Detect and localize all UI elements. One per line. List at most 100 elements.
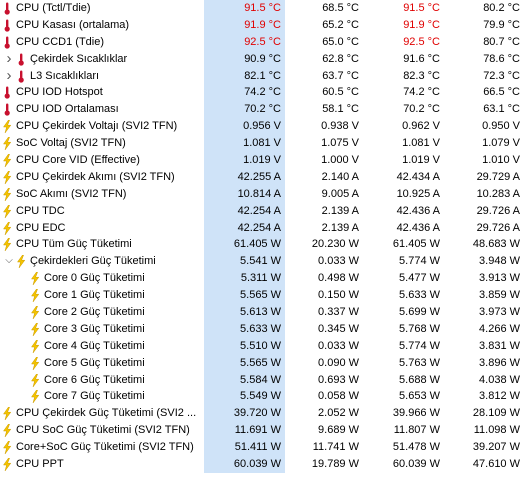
- current-value: 5.510 W: [204, 337, 285, 355]
- max-value: 5.633 W: [399, 289, 440, 302]
- sensor-name-cell: Core 0 Güç Tüketimi: [0, 270, 204, 287]
- sensor-row[interactable]: CPU SoC Güç Tüketimi (SVI2 TFN) 11.691 W 9…: [0, 422, 531, 440]
- current-value: 51.411 W: [204, 439, 285, 457]
- sensor-row[interactable]: CPU Tüm Güç Tüketimi 61.405 W 20.230 W 61.4…: [0, 236, 531, 254]
- sensor-row[interactable]: Core 7 Güç Tüketimi 5.549 W 0.058 W 5.653 W…: [0, 388, 531, 406]
- sensor-row[interactable]: CPU IOD Ortalaması 70.2 °C 58.1 °C 70.2 °C 6…: [0, 101, 531, 119]
- sensor-name-cell: CPU Çekirdek Akımı (SVI2 TFN): [0, 169, 204, 186]
- sensor-row[interactable]: Core 1 Güç Tüketimi 5.565 W 0.150 W 5.633 W…: [0, 287, 531, 305]
- sensor-label: CPU (Tctl/Tdie): [16, 2, 91, 14]
- sensor-name-cell: CPU Core VID (Effective): [0, 152, 204, 169]
- thermometer-icon: [16, 53, 26, 66]
- max-value: 5.688 W: [399, 373, 440, 386]
- sensor-row[interactable]: › L3 Sıcaklıkları 82.1 °C 63.7 °C 82.3 °C 72.…: [0, 67, 531, 85]
- sensor-row[interactable]: Core 2 Güç Tüketimi 5.613 W 0.337 W 5.699 W…: [0, 304, 531, 321]
- max-value: 42.436 A: [396, 204, 440, 217]
- lightning-icon: [30, 305, 40, 320]
- sensor-name-cell: CPU (Tctl/Tdie): [0, 0, 204, 17]
- lightning-icon: [30, 373, 40, 387]
- sensor-name-cell: CPU Çekirdek Voltajı (SVI2 TFN): [0, 118, 204, 135]
- sensor-row[interactable]: Core 4 Güç Tüketimi 5.510 W 0.033 W 5.774 W…: [0, 337, 531, 355]
- sensor-row[interactable]: CPU Kasası (ortalama) 91.9 °C 65.2 °C 91.9 …: [0, 16, 531, 34]
- sensor-name-cell: Core 1 Güç Tüketimi: [0, 287, 204, 304]
- lightning-icon: [2, 457, 12, 472]
- sensor-name-cell: Core+SoC Güç Tüketimi (SVI2 TFN): [0, 439, 204, 456]
- min-value: 1.075 V: [321, 137, 359, 150]
- sensor-label: CPU IOD Hotspot: [16, 86, 103, 99]
- min-value: 2.140 A: [321, 170, 359, 183]
- sensor-row[interactable]: SoC Akımı (SVI2 TFN) 10.814 A 9.005 A 10.92…: [0, 185, 531, 203]
- min-value: 65.2 °C: [322, 18, 359, 31]
- min-value: 60.5 °C: [322, 86, 359, 99]
- sensor-row[interactable]: › Çekirdek Sıcaklıklar 90.9 °C 62.8 °C 91.6 …: [0, 50, 531, 68]
- chevron-right-icon[interactable]: ›: [6, 50, 12, 67]
- lightning-icon: [2, 204, 12, 218]
- sensor-label: CPU EDC: [16, 221, 66, 234]
- sensor-label: SoC Akımı (SVI2 TFN): [16, 187, 127, 200]
- sensor-row[interactable]: CPU Çekirdek Voltajı (SVI2 TFN) 0.956 V 0.…: [0, 118, 531, 136]
- sensor-row[interactable]: CPU Core VID (Effective) 1.019 V 1.000 V 1.…: [0, 152, 531, 169]
- max-value: 5.763 W: [399, 356, 440, 369]
- min-value: 0.150 W: [318, 289, 359, 302]
- sensor-label: CPU CCD1 (Tdie): [16, 35, 105, 48]
- sensor-row[interactable]: Core+SoC Güç Tüketimi (SVI2 TFN) 51.411 W…: [0, 439, 531, 457]
- min-value: 20.230 W: [311, 238, 359, 251]
- min-value: 11.741 W: [312, 441, 359, 454]
- lightning-icon: [2, 440, 12, 455]
- sensor-row[interactable]: CPU Çekirdek Akımı (SVI2 TFN) 42.255 A 2.1…: [0, 168, 531, 186]
- sensor-row[interactable]: CPU IOD Hotspot 74.2 °C 60.5 °C 74.2 °C 66.5…: [0, 84, 531, 102]
- max-value: 5.774 W: [399, 255, 440, 268]
- current-value: 5.584 W: [204, 371, 285, 389]
- max-value: 70.2 °C: [403, 103, 440, 116]
- sensor-row[interactable]: Core 5 Güç Tüketimi 5.565 W 0.090 W 5.763 W…: [0, 354, 531, 372]
- average-value: 78.6 °C: [483, 52, 520, 65]
- average-value: 4.266 W: [479, 322, 520, 335]
- current-value: 5.541 W: [204, 253, 285, 271]
- min-value: 65.0 °C: [322, 35, 359, 48]
- sensor-label: Core 2 Güç Tüketimi: [44, 306, 145, 319]
- average-value: 63.1 °C: [483, 103, 520, 116]
- average-value: 28.109 W: [472, 407, 520, 420]
- sensor-row[interactable]: CPU Çekirdek Güç Tüketimi (SVI2 ... 39.72…: [0, 405, 531, 423]
- average-value: 72.3 °C: [483, 69, 520, 82]
- sensor-row[interactable]: CPU (Tctl/Tdie) 91.5 °C 68.5 °C 91.5 °C 80.2…: [0, 0, 531, 17]
- average-value: 4.038 W: [479, 373, 520, 386]
- sensor-row[interactable]: CPU CCD1 (Tdie) 92.5 °C 65.0 °C 92.5 °C 80.7…: [0, 33, 531, 51]
- current-value: 92.5 °C: [204, 33, 285, 51]
- sensor-label: CPU Core VID (Effective): [16, 154, 140, 167]
- sensor-name-cell: CPU CCD1 (Tdie): [0, 34, 204, 51]
- sensor-name-cell: › L3 Sıcaklıkları: [0, 68, 204, 85]
- max-value: 42.436 A: [396, 221, 440, 234]
- min-value: 0.498 W: [318, 272, 359, 285]
- sensor-label: CPU Kasası (ortalama): [16, 18, 130, 31]
- min-value: 0.058 W: [318, 390, 359, 403]
- min-value: 0.337 W: [318, 306, 359, 319]
- sensor-label: CPU Çekirdek Güç Tüketimi (SVI2 ...: [16, 407, 197, 420]
- sensor-row[interactable]: CPU EDC 42.254 A 2.139 A 42.436 A 29.726 A: [0, 219, 531, 237]
- lightning-icon: [2, 153, 12, 168]
- sensor-name-cell: › Çekirdek Sıcaklıklar: [0, 51, 204, 68]
- current-value: 5.613 W: [204, 304, 285, 321]
- min-value: 68.5 °C: [322, 2, 359, 14]
- sensor-row[interactable]: SoC Voltaj (SVI2 TFN) 1.081 V 1.075 V 1.081…: [0, 135, 531, 153]
- current-value: 5.565 W: [204, 287, 285, 305]
- current-value: 1.081 V: [204, 135, 285, 153]
- lightning-icon: [30, 390, 40, 404]
- sensor-row[interactable]: Core 3 Güç Tüketimi 5.633 W 0.345 W 5.768 W…: [0, 320, 531, 338]
- sensor-row[interactable]: Core 0 Güç Tüketimi 5.311 W 0.498 W 5.477 W…: [0, 270, 531, 288]
- sensor-label: CPU PPT: [16, 458, 64, 471]
- sensor-name-cell: Core 5 Güç Tüketimi: [0, 355, 204, 372]
- average-value: 10.283 A: [476, 187, 520, 200]
- sensor-label: Core+SoC Güç Tüketimi (SVI2 TFN): [16, 441, 194, 454]
- sensor-row[interactable]: ⌵ Çekirdekleri Güç Tüketimi 5.541 W 0.033 W…: [0, 253, 531, 271]
- sensor-label: SoC Voltaj (SVI2 TFN): [16, 137, 126, 150]
- chevron-down-icon[interactable]: ⌵: [5, 255, 13, 267]
- thermometer-icon: [2, 2, 12, 15]
- sensor-row[interactable]: Core 6 Güç Tüketimi 5.584 W 0.693 W 5.688 W…: [0, 371, 531, 389]
- min-value: 0.345 W: [318, 322, 359, 335]
- max-value: 10.925 A: [396, 187, 440, 200]
- sensor-row[interactable]: CPU TDC 42.254 A 2.139 A 42.436 A 29.726 A: [0, 202, 531, 220]
- chevron-right-icon[interactable]: ›: [6, 67, 12, 84]
- sensor-row[interactable]: CPU PPT 60.039 W 19.789 W 60.039 W 47.610 W: [0, 456, 531, 473]
